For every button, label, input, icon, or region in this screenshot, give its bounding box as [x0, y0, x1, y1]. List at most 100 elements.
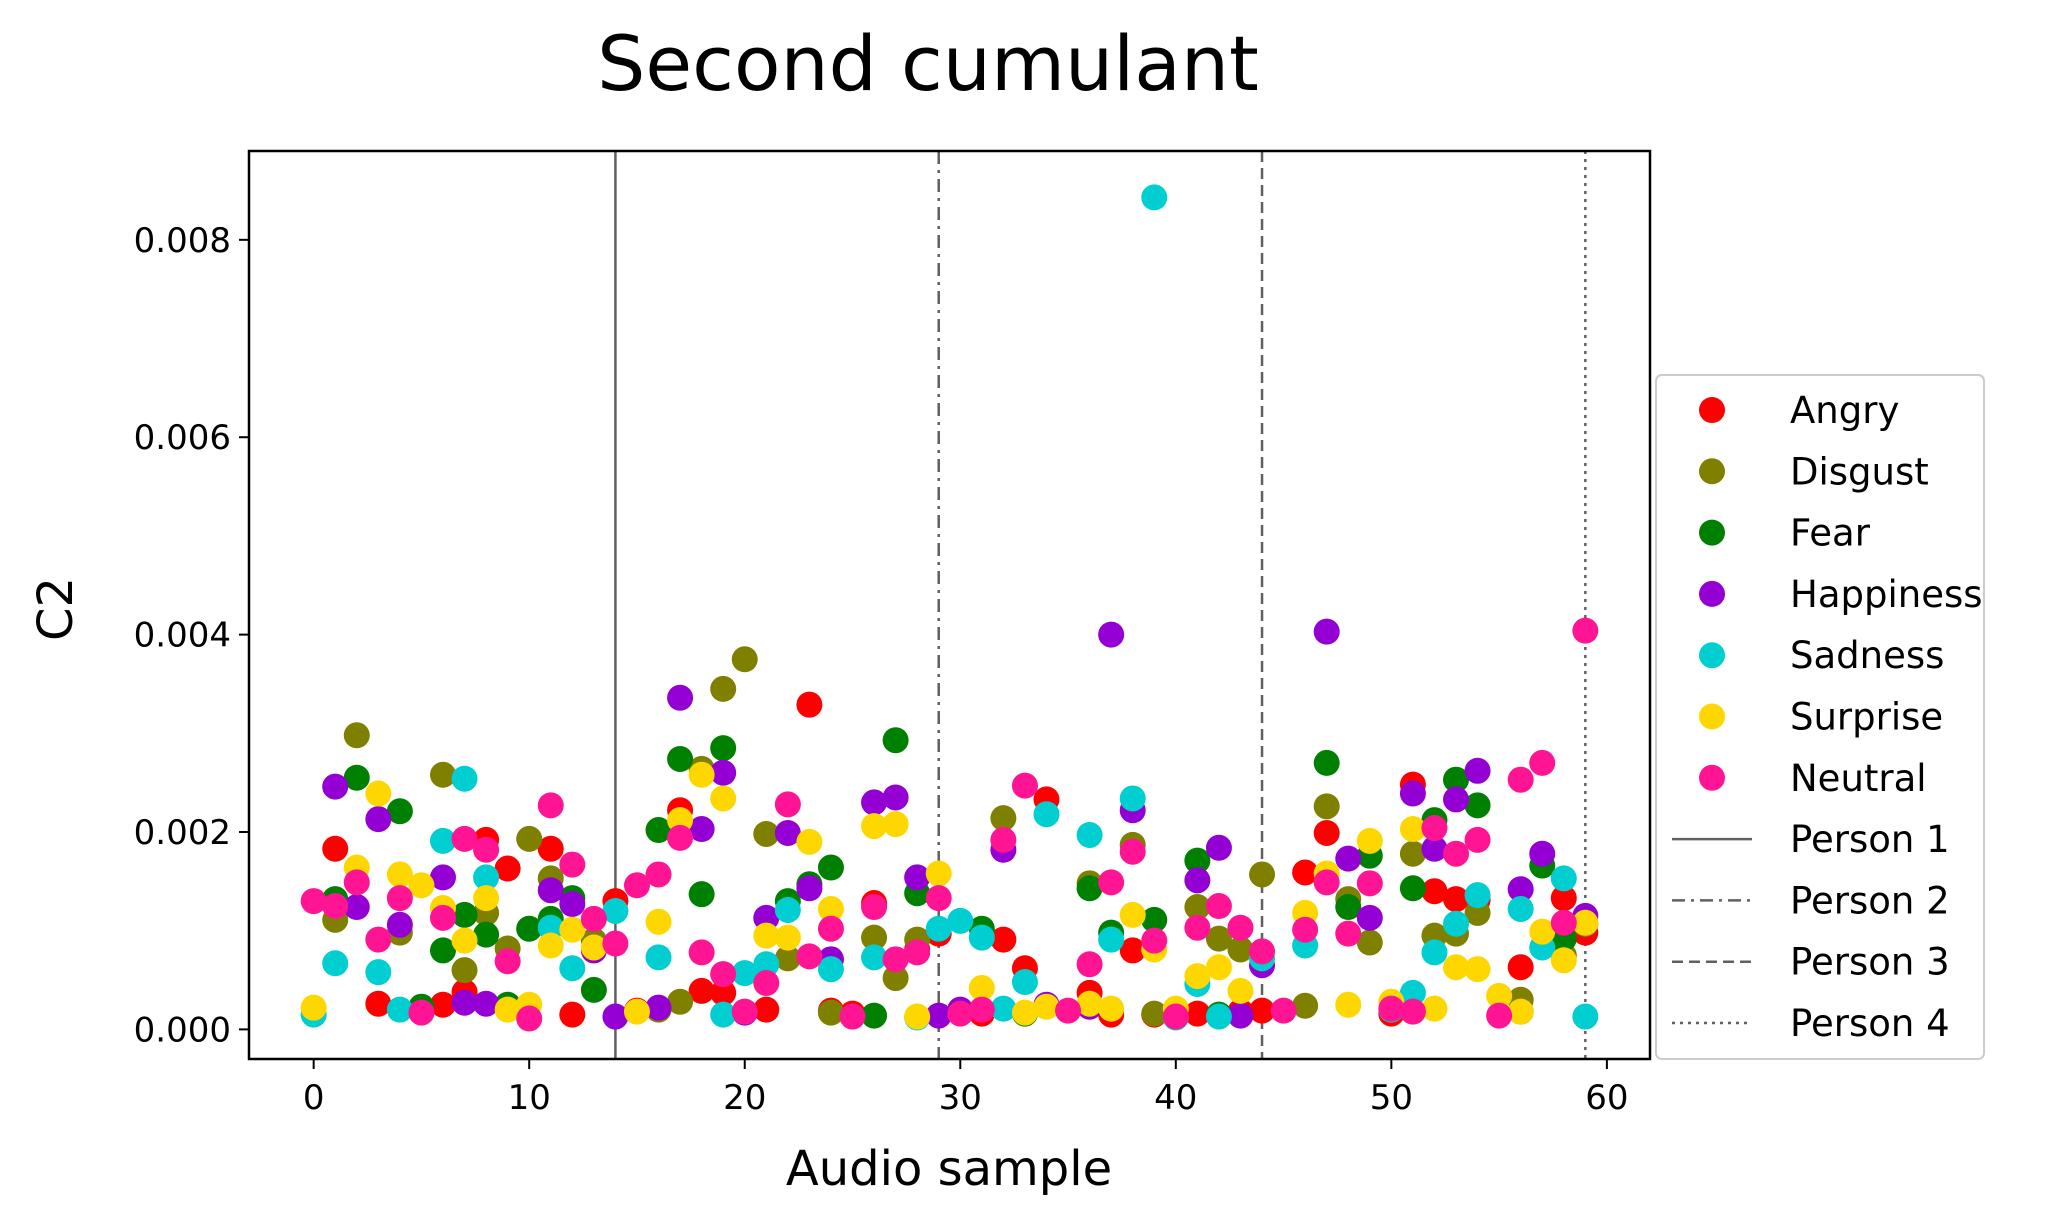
- legend-frame: [1655, 374, 1985, 1060]
- sadness-point: [925, 915, 952, 942]
- fear-point: [580, 976, 607, 1003]
- surprise-point: [1356, 827, 1383, 854]
- neutral-point: [710, 961, 737, 988]
- surprise-point: [1572, 909, 1599, 936]
- angry-point: [1507, 954, 1534, 981]
- y-tick-label: 0.002: [134, 813, 231, 853]
- sadness-point: [817, 956, 844, 983]
- angry-point: [1292, 859, 1319, 886]
- disgust-point: [753, 820, 780, 847]
- happiness-point: [537, 877, 564, 904]
- neutral-point: [1141, 927, 1168, 954]
- angry-point: [365, 990, 392, 1017]
- fear-point: [861, 1002, 888, 1029]
- neutral-point: [386, 885, 413, 912]
- surprise-point: [1033, 993, 1060, 1020]
- sadness-point: [861, 944, 888, 971]
- sadness-point: [1141, 184, 1168, 211]
- fear-point: [1464, 792, 1491, 819]
- neutral-point: [1313, 869, 1340, 896]
- sadness-point: [1572, 1003, 1599, 1030]
- surprise-point: [1184, 963, 1211, 990]
- y-tick-label: 0.008: [134, 221, 231, 261]
- legend-label-person-1: Person 1: [1790, 818, 1950, 861]
- happiness-point: [473, 990, 500, 1017]
- surprise-point: [365, 780, 392, 807]
- sadness-point: [1464, 882, 1491, 909]
- neutral-point: [1249, 938, 1276, 965]
- neutral-point: [1486, 1002, 1513, 1029]
- disgust-point: [1184, 894, 1211, 921]
- neutral-point: [1572, 617, 1599, 644]
- happiness-point: [774, 819, 801, 846]
- surprise-point: [710, 785, 737, 812]
- happiness-point: [343, 894, 370, 921]
- neutral-point: [1421, 815, 1448, 842]
- surprise-point: [537, 932, 564, 959]
- neutral-point: [1205, 893, 1232, 920]
- angry-point: [1421, 878, 1448, 905]
- angry-point: [322, 835, 349, 862]
- surprise-point: [882, 811, 909, 838]
- x-tick-label: 60: [1585, 1078, 1628, 1118]
- surprise-point: [300, 994, 327, 1021]
- fear-point: [882, 727, 909, 754]
- happiness-point: [667, 684, 694, 711]
- happiness-point: [602, 1003, 629, 1030]
- sadness-point: [1076, 821, 1103, 848]
- angry-point: [710, 979, 737, 1006]
- y-tick-label: 0.000: [134, 1010, 231, 1050]
- neutral-point: [968, 996, 995, 1023]
- neutral-point: [300, 888, 327, 915]
- neutral-point: [1378, 995, 1405, 1022]
- fear-point: [386, 798, 413, 825]
- neutral-point: [1507, 766, 1534, 793]
- neutral-point: [645, 861, 672, 888]
- legend-label-fear: Fear: [1790, 512, 1871, 555]
- neutral-point: [1292, 916, 1319, 943]
- legend-label-person-4: Person 4: [1790, 1002, 1950, 1045]
- disgust-point: [817, 999, 844, 1026]
- angry-point: [1184, 1000, 1211, 1027]
- sadness-point: [1443, 910, 1470, 937]
- sadness-point: [322, 950, 349, 977]
- surprise-point: [1486, 982, 1513, 1009]
- surprise-point: [667, 807, 694, 834]
- neutral-point: [774, 791, 801, 818]
- fear-point: [710, 735, 737, 762]
- neutral-point: [602, 930, 629, 957]
- disgust-point: [1227, 936, 1254, 963]
- neutral-point: [408, 999, 435, 1026]
- neutral-point: [1270, 997, 1297, 1024]
- happiness-point: [1205, 834, 1232, 861]
- fear-point: [1443, 766, 1470, 793]
- fear-point: [645, 817, 672, 844]
- happiness-point: [559, 891, 586, 918]
- legend-label-neutral: Neutral: [1790, 757, 1927, 800]
- legend-marker-sadness: [1699, 642, 1725, 669]
- legend-label-happiness: Happiness: [1790, 573, 1983, 616]
- plot-frame: [247, 149, 1652, 1061]
- happiness-point: [1313, 618, 1340, 645]
- happiness-point: [386, 911, 413, 938]
- disgust-point: [1313, 793, 1340, 820]
- neutral-point: [516, 1005, 543, 1032]
- angry-point: [1119, 937, 1146, 964]
- sadness-point: [1033, 801, 1060, 828]
- legend: Angry Disgust Fear Happiness Sadness Surprise…: [1655, 374, 1985, 1060]
- disgust-point: [1141, 1000, 1168, 1027]
- neutral-point: [1227, 914, 1254, 941]
- neutral-point: [925, 885, 952, 912]
- neutral-point: [839, 1003, 866, 1030]
- angry-point: [1550, 885, 1577, 912]
- surprise-point: [1098, 995, 1125, 1022]
- axes-ticks: 0 10 20 30 40 50 60 0.000 0.002 0.004 0.006 0.008: [134, 221, 1629, 1118]
- sadness-point: [1421, 939, 1448, 966]
- neutral-point: [688, 939, 715, 966]
- neutral-point: [1119, 838, 1146, 865]
- plot-area: [300, 151, 1599, 1059]
- neutral-point: [559, 851, 586, 878]
- fear-point: [451, 901, 478, 928]
- surprise-point: [861, 813, 888, 840]
- surprise-point: [1076, 990, 1103, 1017]
